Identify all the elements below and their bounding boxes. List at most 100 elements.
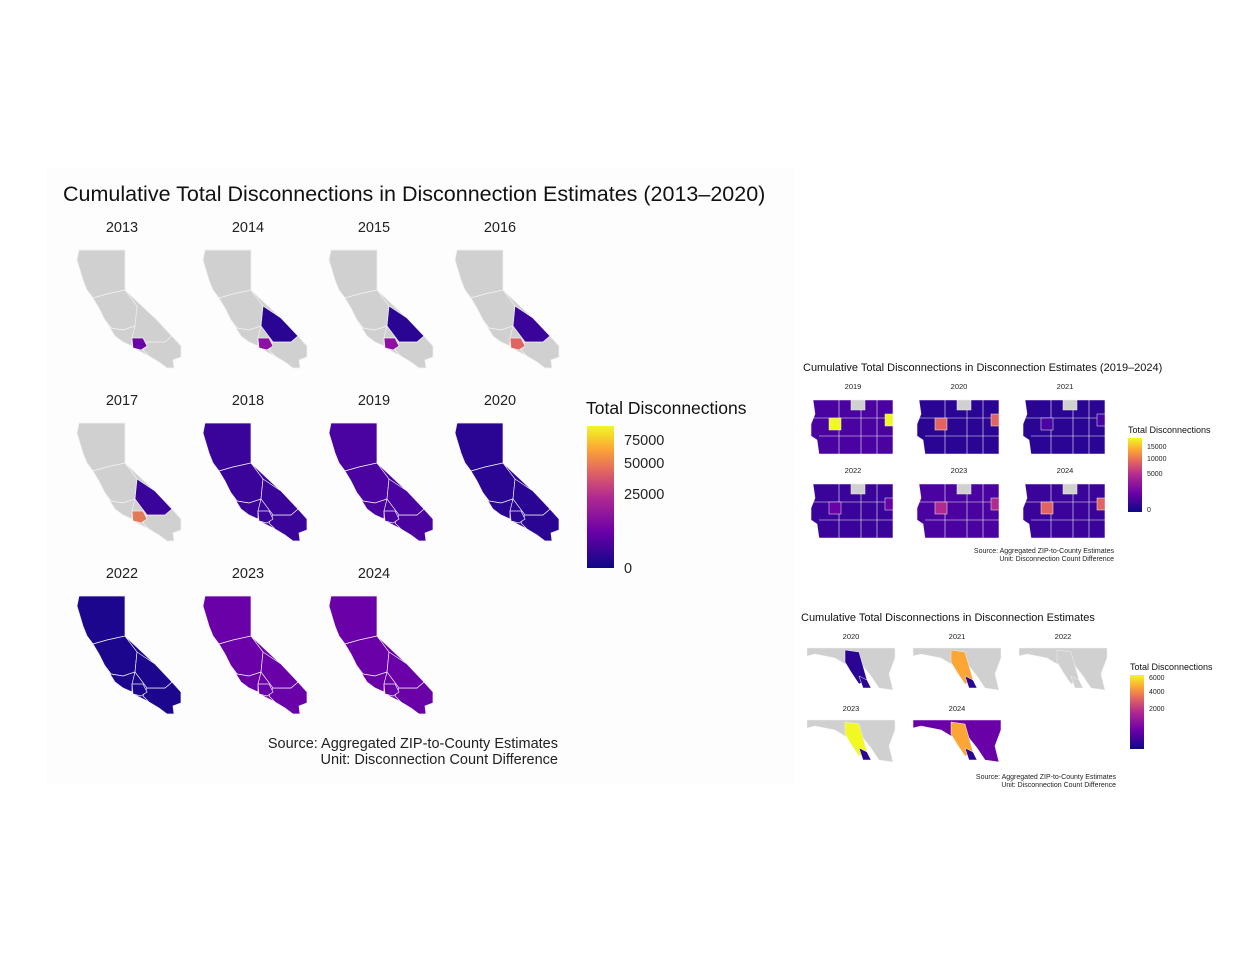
washington-source-caption: Source: Aggregated ZIP-to-County Estimat…	[974, 548, 1114, 564]
county-inyo	[386, 305, 425, 343]
county-region	[386, 651, 425, 689]
county-highlight	[858, 675, 872, 689]
washington-county-map	[810, 399, 894, 455]
county-highlight	[1040, 417, 1054, 431]
county-region	[202, 595, 252, 645]
maryland-legend-tick: 2000	[1149, 706, 1165, 713]
washington-figure: Cumulative Total Disconnections in Disco…	[795, 356, 1227, 578]
california-source-line: Source: Aggregated ZIP-to-County Estimat…	[267, 736, 558, 752]
map-year-label: 2019	[844, 382, 862, 391]
county-nodata	[850, 483, 866, 495]
california-legend-tick: 0	[624, 561, 633, 577]
county-la	[131, 337, 148, 351]
washington-legend-tick: 5000	[1147, 471, 1163, 478]
county-highlight	[884, 497, 894, 511]
maryland-legend-title: Total Disconnections	[1130, 662, 1213, 672]
maryland-legend-colorbar	[1130, 675, 1144, 749]
maryland-title: Cumulative Total Disconnections in Disco…	[801, 612, 1095, 624]
california-county-map	[76, 249, 182, 369]
county-inyo	[260, 305, 299, 343]
county-highlight	[828, 501, 842, 515]
county-region	[386, 478, 425, 516]
maryland-legend-tick: 6000	[1149, 675, 1165, 682]
county-highlight	[934, 501, 948, 515]
map-year-label: 2018	[231, 393, 265, 409]
maryland-county-map	[912, 719, 1002, 763]
california-unit-line: Unit: Disconnection Count Difference	[320, 752, 559, 768]
washington-county-map	[1022, 399, 1106, 455]
county-region	[260, 478, 299, 516]
california-figure: Cumulative Total Disconnections in Disco…	[47, 168, 795, 784]
map-year-label: 2014	[231, 220, 265, 236]
map-year-label: 2020	[950, 382, 968, 391]
county-highlight	[964, 675, 978, 689]
california-county-map	[454, 422, 560, 542]
map-year-label: 2023	[950, 466, 968, 475]
california-county-map	[76, 595, 182, 715]
california-county-map	[202, 249, 308, 369]
map-year-label: 2022	[1054, 632, 1072, 641]
county-la	[509, 337, 526, 351]
map-year-label: 2020	[842, 632, 860, 641]
county-highlight	[858, 747, 872, 761]
county-region	[383, 510, 400, 524]
maryland-county-map	[806, 719, 896, 763]
map-year-label: 2021	[1056, 382, 1074, 391]
washington-title: Cumulative Total Disconnections in Disco…	[803, 362, 1163, 374]
washington-legend-colorbar	[1128, 438, 1142, 512]
county-highlight	[990, 497, 1000, 511]
county-region	[76, 595, 126, 645]
map-year-label: 2017	[105, 393, 139, 409]
california-legend-tick: 75000	[624, 433, 665, 449]
map-year-label: 2020	[483, 393, 517, 409]
county-nodata	[850, 399, 866, 411]
county-region	[454, 422, 504, 472]
map-year-label: 2013	[105, 220, 139, 236]
california-county-map	[202, 422, 308, 542]
county-region	[328, 422, 378, 472]
washington-county-map	[1022, 483, 1106, 539]
county-inyo	[134, 478, 173, 516]
county-region	[76, 249, 126, 299]
county-region	[509, 510, 526, 524]
washington-legend-title: Total Disconnections	[1128, 425, 1211, 435]
map-year-label: 2022	[105, 566, 139, 582]
california-county-map	[202, 595, 308, 715]
maryland-county-map	[806, 647, 896, 691]
washington-legend-tick: 0	[1147, 507, 1151, 514]
county-nodata	[956, 399, 972, 411]
county-highlight	[1040, 501, 1054, 515]
map-year-label: 2023	[231, 566, 265, 582]
county-highlight	[964, 747, 978, 761]
washington-legend-tick: 15000	[1147, 444, 1167, 451]
county-highlight	[884, 413, 894, 427]
maryland-source-line: Source: Aggregated ZIP-to-County Estimat…	[975, 774, 1116, 781]
maryland-source-caption: Source: Aggregated ZIP-to-County Estimat…	[976, 774, 1116, 790]
county-highlight	[1070, 675, 1084, 689]
california-county-map	[328, 249, 434, 369]
california-county-map	[76, 422, 182, 542]
county-region	[454, 249, 504, 299]
county-highlight	[990, 413, 1000, 427]
washington-county-map	[810, 483, 894, 539]
map-year-label: 2016	[483, 220, 517, 236]
california-legend-tick: 50000	[624, 456, 665, 472]
california-legend-tick: 25000	[624, 487, 665, 503]
county-region	[383, 683, 400, 697]
washington-unit-line: Unit: Disconnection Count Difference	[999, 556, 1114, 563]
map-year-label: 2024	[948, 704, 966, 713]
washington-legend-tick: 10000	[1147, 456, 1167, 463]
county-region	[142, 335, 182, 369]
county-highlight	[828, 417, 842, 431]
county-region	[512, 478, 551, 516]
map-year-label: 2023	[842, 704, 860, 713]
county-region	[76, 422, 126, 472]
county-la	[383, 337, 400, 351]
california-source-caption: Source: Aggregated ZIP-to-County Estimat…	[268, 736, 558, 768]
county-nodata	[1062, 399, 1078, 411]
california-county-map	[328, 422, 434, 542]
california-title: Cumulative Total Disconnections in Disco…	[63, 182, 766, 206]
county-region	[202, 249, 252, 299]
county-inyo	[512, 305, 551, 343]
map-year-label: 2024	[1056, 466, 1074, 475]
